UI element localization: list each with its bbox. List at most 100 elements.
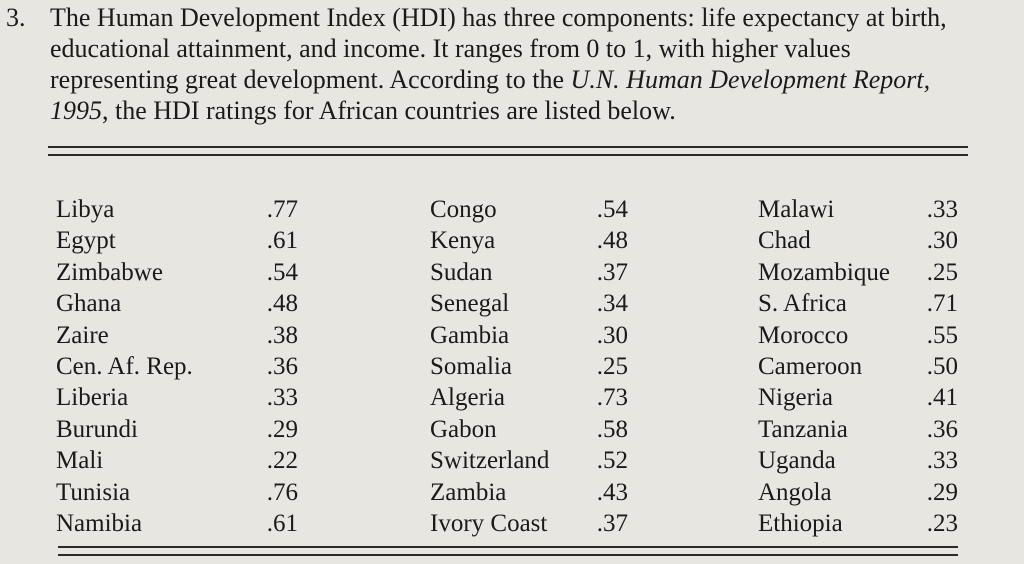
hdi-value: .37 bbox=[596, 258, 628, 286]
hdi-value: .54 bbox=[266, 258, 298, 286]
table-row: Egypt .61 bbox=[56, 225, 298, 256]
table-row: Malawi .33 bbox=[758, 194, 958, 225]
table-row: Ghana .48 bbox=[56, 288, 298, 319]
hdi-value: .71 bbox=[926, 290, 958, 318]
country-name: Senegal bbox=[430, 290, 510, 318]
table-row: Switzerland .52 bbox=[430, 445, 628, 476]
hdi-table-column-3: Malawi .33 Chad .30 Mozambique .25 S. Africa .7… bbox=[758, 194, 958, 539]
country-name: Uganda bbox=[758, 447, 836, 475]
hdi-value: .50 bbox=[926, 352, 958, 380]
country-name: Namibia bbox=[56, 509, 143, 537]
hdi-value: .36 bbox=[266, 352, 298, 380]
country-name: Switzerland bbox=[430, 447, 550, 475]
country-name: Malawi bbox=[758, 196, 835, 223]
problem-line-2: educational attainment, and income. It r… bbox=[50, 34, 851, 63]
table-row: Burundi .29 bbox=[56, 414, 298, 445]
table-row: Senegal .34 bbox=[430, 288, 628, 319]
country-name: Zimbabwe bbox=[56, 258, 163, 286]
table-top-rule bbox=[48, 146, 968, 148]
country-name: Zambia bbox=[430, 478, 507, 506]
hdi-value: .52 bbox=[596, 447, 628, 475]
country-name: Mali bbox=[56, 447, 104, 475]
country-name: Cameroon bbox=[758, 352, 863, 380]
country-name: Congo bbox=[430, 196, 497, 223]
hdi-value: .54 bbox=[596, 196, 628, 223]
hdi-value: .22 bbox=[266, 447, 298, 475]
country-name: Chad bbox=[758, 227, 811, 255]
table-row: Tanzania .36 bbox=[758, 414, 958, 445]
table-row: Cen. Af. Rep. .36 bbox=[56, 351, 298, 382]
problem-statement: 3. The Human Development Index (HDI) has… bbox=[6, 2, 1016, 126]
table-row: Libya .77 bbox=[56, 194, 298, 225]
country-name: S. Africa bbox=[758, 290, 847, 318]
hdi-value: .25 bbox=[596, 352, 628, 380]
country-name: Morocco bbox=[758, 321, 849, 349]
hdi-table-column-2: Congo .54 Kenya .48 Sudan .37 Senegal .34 Gambia… bbox=[430, 194, 628, 539]
table-row: Morocco .55 bbox=[758, 320, 958, 351]
table-row: Ethiopia .23 bbox=[758, 508, 958, 539]
table-row: Algeria .73 bbox=[430, 382, 628, 413]
country-name: Somalia bbox=[430, 352, 512, 380]
country-name: Zaire bbox=[56, 321, 109, 349]
table-row: Gambia .30 bbox=[430, 320, 628, 351]
country-name: Sudan bbox=[430, 258, 493, 286]
table-row: Kenya .48 bbox=[430, 225, 628, 256]
table-row: Chad .30 bbox=[758, 225, 958, 256]
country-name: Ghana bbox=[56, 290, 122, 318]
hdi-value: .36 bbox=[926, 415, 958, 443]
hdi-value: .30 bbox=[596, 321, 628, 349]
table-row: Zaire .38 bbox=[56, 320, 298, 351]
table-top-rule-double bbox=[48, 154, 968, 156]
country-name: Gabon bbox=[430, 415, 497, 443]
hdi-value: .23 bbox=[926, 509, 958, 537]
table-row: Ivory Coast .37 bbox=[430, 508, 628, 539]
hdi-value: .76 bbox=[266, 478, 298, 506]
country-name: Ivory Coast bbox=[430, 509, 548, 537]
hdi-value: .73 bbox=[596, 384, 628, 412]
hdi-value: .29 bbox=[266, 415, 298, 443]
table-row: Mali .22 bbox=[56, 445, 298, 476]
table-row: Uganda .33 bbox=[758, 445, 958, 476]
hdi-value: .41 bbox=[926, 384, 958, 412]
country-name: Gambia bbox=[430, 321, 510, 349]
problem-number: 3. bbox=[6, 3, 26, 32]
hdi-table-column-1: Libya .77 Egypt .61 Zimbabwe .54 Ghana .48 Zaire… bbox=[56, 194, 298, 539]
country-name: Ethiopia bbox=[758, 509, 843, 537]
hdi-value: .33 bbox=[926, 196, 958, 223]
problem-line-4: 1995, the HDI ratings for African countr… bbox=[50, 96, 676, 125]
hdi-value: .61 bbox=[266, 227, 298, 255]
country-name: Egypt bbox=[56, 227, 116, 255]
hdi-value: .43 bbox=[596, 478, 628, 506]
hdi-value: .25 bbox=[926, 258, 958, 286]
country-name: Burundi bbox=[56, 415, 138, 443]
hdi-value: .29 bbox=[926, 478, 958, 506]
table-bottom-rule bbox=[58, 546, 958, 548]
problem-line-3: representing great development. Accordin… bbox=[50, 64, 1016, 95]
table-row: Liberia .33 bbox=[56, 382, 298, 413]
problem-text: The Human Development Index (HDI) has th… bbox=[50, 2, 1016, 126]
hdi-value: .33 bbox=[266, 384, 298, 412]
table-row: Gabon .58 bbox=[430, 414, 628, 445]
table-row: Zambia .43 bbox=[430, 477, 628, 508]
hdi-value: .58 bbox=[596, 415, 628, 443]
hdi-value: .55 bbox=[926, 321, 958, 349]
hdi-value: .30 bbox=[926, 227, 958, 255]
country-name: Tanzania bbox=[758, 415, 848, 443]
table-row: Zimbabwe .54 bbox=[56, 257, 298, 288]
problem-line-3-text: representing great development. Accordin… bbox=[50, 65, 931, 94]
hdi-value: .33 bbox=[926, 447, 958, 475]
country-name: Kenya bbox=[430, 227, 496, 255]
hdi-value: .37 bbox=[596, 509, 628, 537]
table-row: Angola .29 bbox=[758, 477, 958, 508]
problem-line-1: The Human Development Index (HDI) has th… bbox=[50, 3, 947, 32]
hdi-value: .34 bbox=[596, 290, 628, 318]
hdi-value: .61 bbox=[266, 509, 298, 537]
country-name: Mozambique bbox=[758, 258, 890, 286]
table-row: S. Africa .71 bbox=[758, 288, 958, 319]
table-row: Nigeria .41 bbox=[758, 382, 958, 413]
country-name: Algeria bbox=[430, 384, 505, 412]
hdi-value: .48 bbox=[266, 290, 298, 318]
hdi-value: .38 bbox=[266, 321, 298, 349]
country-name: Liberia bbox=[56, 384, 129, 412]
table-row: Congo .54 bbox=[430, 194, 628, 225]
